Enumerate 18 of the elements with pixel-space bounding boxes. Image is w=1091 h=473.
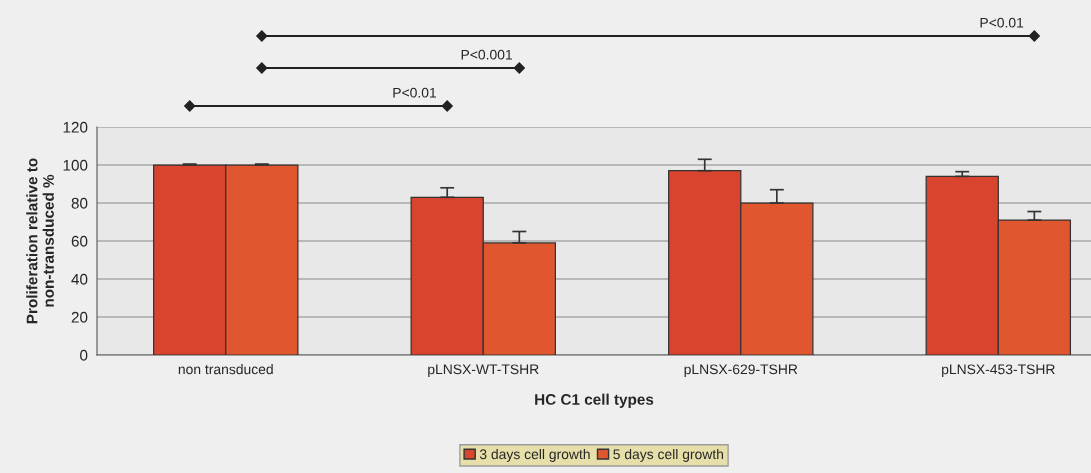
y-axis-title: Proliferation relative to non-transduced % [26, 158, 54, 324]
legend-label: 3 days cell growth [479, 448, 590, 462]
x-tick-label: pLNSX-629-TSHR [684, 364, 798, 377]
y-tick-label: 80 [71, 197, 88, 209]
y-tick-label: 100 [63, 159, 88, 171]
y-tick-label: 40 [71, 273, 88, 285]
text: P<0.01 [393, 87, 437, 98]
x-tick-label: pLNSX-453-TSHR [942, 364, 1055, 377]
y-tick-label: 20 [71, 311, 88, 323]
y-tick-label: 120 [63, 121, 88, 133]
text: P<0.01 [980, 17, 1024, 28]
text: P<0.001 [461, 49, 512, 60]
x-axis-title: HC C1 cell types [535, 393, 654, 408]
y-tick-label: 0 [80, 349, 88, 361]
x-tick-label: non transduced [178, 364, 273, 375]
y-tick-label: 60 [71, 235, 88, 247]
legend-label: 5 days cell growth [613, 448, 724, 462]
x-tick-label: pLNSX-WT-TSHR [428, 364, 539, 377]
